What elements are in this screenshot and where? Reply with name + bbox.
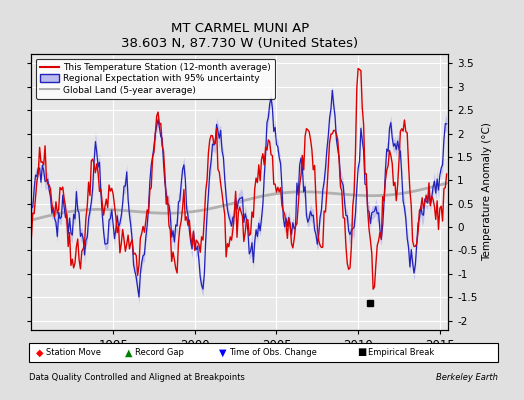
Text: ◆: ◆ [36,347,43,358]
Text: Empirical Break: Empirical Break [368,348,434,357]
Title: MT CARMEL MUNI AP
38.603 N, 87.730 W (United States): MT CARMEL MUNI AP 38.603 N, 87.730 W (Un… [121,22,358,50]
Text: Station Move: Station Move [46,348,101,357]
Legend: This Temperature Station (12-month average), Regional Expectation with 95% uncer: This Temperature Station (12-month avera… [36,58,275,99]
Text: Data Quality Controlled and Aligned at Breakpoints: Data Quality Controlled and Aligned at B… [29,374,245,382]
Text: ▲: ▲ [125,347,132,358]
Y-axis label: Temperature Anomaly (°C): Temperature Anomaly (°C) [482,122,492,262]
Text: ■: ■ [357,347,366,358]
Text: ▼: ▼ [219,347,226,358]
Text: Record Gap: Record Gap [135,348,184,357]
Text: Berkeley Earth: Berkeley Earth [436,374,498,382]
Text: Time of Obs. Change: Time of Obs. Change [230,348,318,357]
